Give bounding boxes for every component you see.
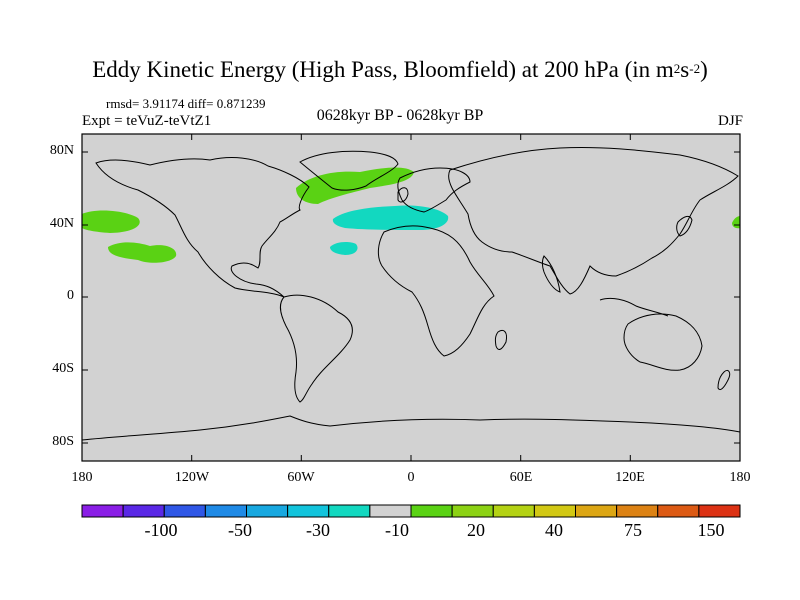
x-tick-label: 180 [71, 470, 93, 485]
coast-india [542, 255, 561, 293]
y-tick-label: 40N [49, 216, 74, 231]
colorbar-label: -30 [306, 520, 330, 540]
colorbar-swatch [698, 504, 741, 518]
anomaly-north-pacific [82, 210, 140, 233]
colorbar-label: -10 [385, 520, 409, 540]
anomaly-subtropical-atlantic [330, 242, 358, 255]
coast-south-america [279, 294, 353, 403]
colorbar-swatch [122, 504, 165, 518]
colorbar-swatch [533, 504, 577, 518]
map-frame [82, 134, 740, 461]
coast-indonesia [599, 297, 669, 317]
colorbar-label: 40 [545, 520, 563, 540]
coast-europe [397, 167, 471, 213]
colorbar-swatch [81, 504, 124, 518]
period-subtitle: 0628kyr BP - 0628kyr BP [316, 107, 484, 124]
anomaly-north-atlantic-green [296, 167, 414, 204]
anomaly-north-atlantic-teal [332, 205, 449, 230]
colorbar-swatch [575, 504, 618, 518]
anomaly-north-pacific-south [108, 242, 177, 263]
colorbar-swatch [163, 504, 206, 518]
x-tick-label: 60W [287, 470, 315, 485]
anomaly-regions [82, 167, 740, 263]
colorbar-swatch [204, 504, 248, 518]
y-tick-label: 80S [52, 434, 74, 449]
colorbar-swatch [410, 504, 453, 518]
x-tick-label: 120W [174, 470, 210, 485]
colorbar-label: 150 [697, 520, 725, 540]
axis-ticks [82, 134, 740, 461]
colorbar-swatch [492, 504, 535, 518]
coast-antarctica [81, 415, 741, 441]
coast-north-america [95, 157, 310, 298]
coast-japan [676, 215, 693, 237]
colorbar-label: -50 [228, 520, 252, 540]
coast-greenland [299, 150, 399, 191]
y-tick-label: 80N [49, 143, 74, 158]
colorbar [81, 504, 741, 518]
y-tick-label: 0 [67, 288, 74, 303]
coast-uk [397, 187, 409, 203]
colorbar-swatch [328, 504, 371, 518]
colorbar-swatch [246, 504, 289, 518]
coast-africa [377, 225, 495, 357]
coast-asia [448, 146, 739, 295]
y-tick-label: 40S [52, 361, 74, 376]
colorbar-label: 75 [624, 520, 642, 540]
x-tick-label: 60E [509, 470, 533, 485]
stats-label: rmsd= 3.91174 diff= 0.871239 [106, 96, 266, 111]
x-tick-label: 0 [407, 470, 415, 485]
colorbar-swatch [616, 504, 659, 518]
x-tick-label: 180 [729, 470, 751, 485]
colorbar-swatch [369, 504, 412, 518]
season-label: DJF [717, 113, 743, 129]
coastlines [81, 146, 741, 441]
coast-madagascar [494, 329, 507, 350]
coast-australia [623, 313, 703, 371]
colorbar-swatch [287, 504, 330, 518]
coast-new-zealand [717, 369, 731, 391]
colorbar-swatch [657, 504, 700, 518]
experiment-label: Expt = teVuZ-teVtZ1 [82, 113, 212, 129]
colorbar-swatch [451, 504, 494, 518]
plot-title: Eddy Kinetic Energy (High Pass, Bloomfie… [92, 57, 708, 82]
x-tick-label: 120E [615, 470, 645, 485]
colorbar-label: -100 [144, 520, 178, 540]
colorbar-label: 20 [467, 520, 485, 540]
